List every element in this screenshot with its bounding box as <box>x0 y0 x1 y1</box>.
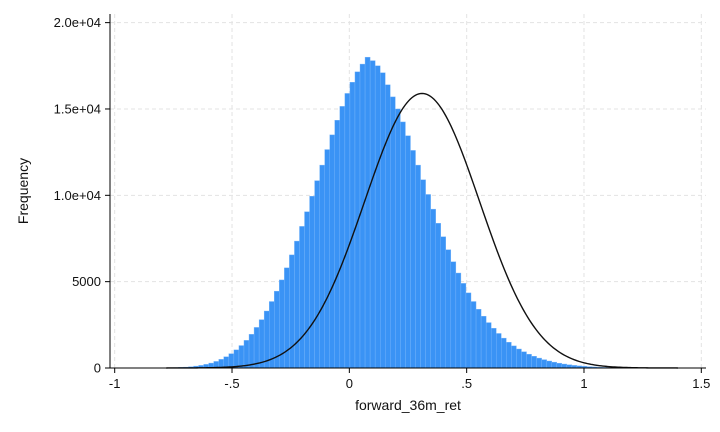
y-tick-label: 1.0e+04 <box>54 188 101 203</box>
histogram-bar <box>425 194 431 369</box>
histogram-bar <box>359 63 366 369</box>
y-tick-label: 2.0e+04 <box>54 15 101 30</box>
axes <box>109 14 706 369</box>
histogram-bar <box>253 327 260 369</box>
histogram-bar <box>258 319 265 369</box>
histogram-bar <box>430 208 436 369</box>
histogram-bar <box>546 360 552 369</box>
y-axis-ticks: 0 5000 1.0e+04 1.5e+04 2.0e+04 <box>54 15 110 376</box>
histogram-bar <box>390 96 396 369</box>
histogram-bar <box>304 211 310 369</box>
histogram-bar <box>248 334 255 369</box>
histogram-bar <box>329 134 335 369</box>
histogram-bar <box>551 361 557 369</box>
histogram-bar <box>309 195 315 369</box>
histogram-bar <box>561 363 568 369</box>
histogram-bar <box>289 254 295 369</box>
histogram-bar <box>233 349 240 369</box>
histogram-bar <box>228 353 235 369</box>
histogram-bar <box>405 135 411 369</box>
histogram-bar <box>496 333 502 369</box>
histogram-bar <box>344 93 351 369</box>
histogram-bar <box>475 309 482 369</box>
histogram-bar <box>445 249 452 369</box>
histogram-bar <box>490 328 497 369</box>
normal-density-curve <box>166 92 678 369</box>
x-tick-label: 0 <box>346 376 353 391</box>
histogram-bar <box>556 362 563 369</box>
histogram-bar <box>379 72 386 369</box>
histogram-bar <box>395 108 401 369</box>
histogram-bar <box>541 359 547 369</box>
histogram-bar <box>450 261 457 369</box>
histogram-bar <box>410 150 416 369</box>
histogram-bar <box>314 180 320 369</box>
x-axis-title: forward_36m_ret <box>355 397 461 413</box>
histogram-bar <box>480 315 487 369</box>
histogram-bar <box>531 356 537 369</box>
histogram-bar <box>465 292 472 369</box>
histogram-bar <box>506 342 512 369</box>
histogram-bars <box>173 56 638 369</box>
histogram-bar <box>284 267 290 369</box>
histogram-bar <box>299 226 305 369</box>
histogram-bar <box>501 337 507 369</box>
x-tick-label: -.5 <box>224 376 239 391</box>
y-tick-label: 5000 <box>72 274 101 289</box>
histogram-bar <box>526 353 532 369</box>
histogram-bar <box>485 322 492 369</box>
y-tick-label: 0 <box>94 361 101 376</box>
histogram-bar <box>470 301 477 369</box>
histogram-bar <box>521 351 527 369</box>
histogram-bar <box>334 119 341 369</box>
histogram-bar <box>294 240 300 369</box>
x-axis-ticks: -1 -.5 0 .5 1 1.5 <box>109 368 710 391</box>
histogram-bar <box>339 106 346 369</box>
histogram-bar <box>536 357 542 369</box>
x-tick-label: .5 <box>461 376 472 391</box>
histogram-bar <box>400 121 406 369</box>
normal-curve-line <box>166 92 678 369</box>
histogram-bar <box>420 179 426 369</box>
histogram-bar <box>455 272 462 369</box>
histogram-bar <box>435 223 441 369</box>
y-tick-label: 1.5e+04 <box>54 101 101 116</box>
histogram-bar <box>238 345 245 369</box>
x-tick-label: 1 <box>580 376 587 391</box>
histogram-bar <box>263 310 270 369</box>
histogram-bar <box>516 348 522 369</box>
histogram-bar <box>440 236 446 369</box>
x-tick-label: 1.5 <box>692 376 710 391</box>
histogram-bar <box>243 340 250 369</box>
histogram-bar <box>385 84 391 369</box>
histogram-bar <box>324 149 330 369</box>
histogram-bar <box>319 164 325 369</box>
histogram-bar <box>364 56 371 369</box>
histogram-bar <box>415 164 421 369</box>
histogram-bar <box>349 82 356 369</box>
histogram-bar <box>223 356 230 369</box>
histogram-bar <box>511 345 517 369</box>
histogram-bar <box>460 283 467 369</box>
histogram-bar <box>374 65 381 369</box>
histogram-bar <box>369 60 376 369</box>
y-axis-title: Frequency <box>15 158 31 224</box>
x-tick-label: -1 <box>109 376 121 391</box>
